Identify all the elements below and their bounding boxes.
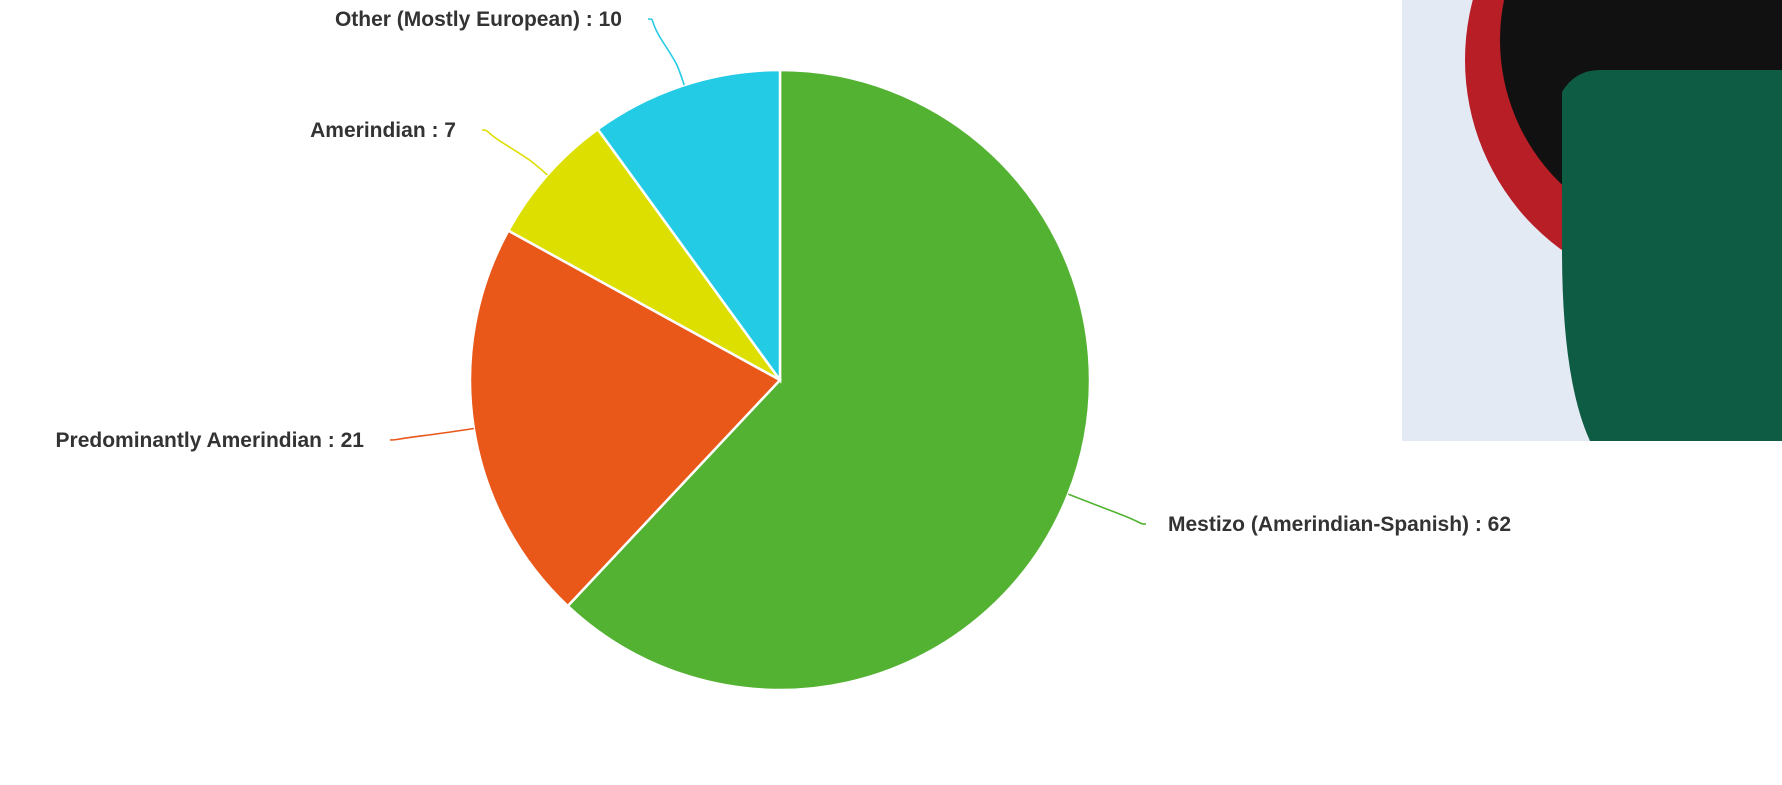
leader-line-mestizo-amerindian-spanish	[1067, 493, 1147, 525]
data-label-mestizo: Mestizo (Amerindian-Spanish) : 62	[1168, 513, 1511, 536]
leader-line-amerindian	[481, 129, 548, 176]
leader-line-other-mostly-european	[647, 18, 685, 86]
leader-lines	[389, 18, 1147, 525]
pie-slice-other-mostly-european	[596, 68, 782, 384]
data-label-amerindian: Amerindian : 7	[310, 119, 456, 142]
corner-image-green-shape	[1562, 70, 1782, 441]
pie-slices	[468, 68, 1092, 692]
data-label-predominantly-amerindian: Predominantly Amerindian : 21	[56, 429, 365, 452]
leader-line-predominantly-amerindian	[389, 427, 474, 441]
data-labels: Mestizo (Amerindian-Spanish) : 62 Predom…	[56, 8, 1512, 536]
pie-slice-mestizo-amerindian-spanish	[566, 68, 1092, 692]
pie-slice-amerindian	[506, 127, 782, 382]
corner-image-decoration	[1402, 0, 1782, 441]
data-label-other-mostly-european: Other (Mostly European) : 10	[335, 8, 622, 31]
